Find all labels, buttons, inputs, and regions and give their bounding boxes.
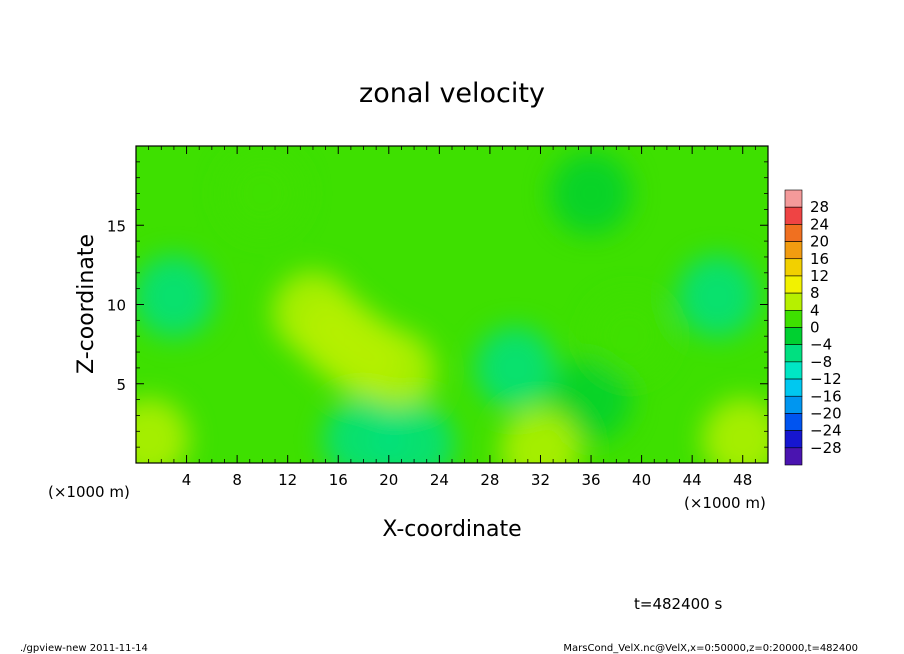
y-axis: 5 10 15: [107, 161, 768, 448]
field-feature: [550, 152, 632, 235]
colorbar-segment: [784, 395, 803, 414]
x-unit-label-left: (×1000 m): [48, 483, 130, 501]
colorbar-segment: [784, 189, 803, 208]
y-axis-title: Z-coordinate: [74, 234, 99, 374]
colorbar-label: 20: [810, 233, 829, 251]
colorbar-segment: [784, 241, 803, 260]
footer-right: MarsCond_VelX.nc@VelX,x=0:50000,z=0:2000…: [563, 643, 858, 654]
x-tick-label: 32: [531, 471, 550, 489]
x-tick-label: 36: [581, 471, 600, 489]
field-feature: [354, 329, 436, 413]
x-unit-label-right: (×1000 m): [684, 494, 766, 512]
velocity-field: [136, 152, 768, 463]
x-tick-label: 28: [480, 471, 499, 489]
colorbar-segment: [784, 430, 803, 449]
colorbar-label: 28: [810, 198, 829, 216]
field-feature: [702, 398, 768, 463]
colorbar-segment: [784, 361, 803, 380]
x-axis: 4 8 12 16 20 24 28 32 36 40 44 48: [148, 146, 769, 489]
field-feature: [136, 398, 190, 463]
x-tick-label: 8: [232, 471, 242, 489]
time-label: t=482400 s: [634, 595, 722, 613]
x-tick-label: 40: [632, 471, 651, 489]
colorbar-label: 8: [810, 284, 820, 302]
plot-area: [135, 145, 769, 464]
colorbar-segment: [784, 206, 803, 225]
colorbar-segment: [784, 224, 803, 242]
colorbar-label: 12: [810, 267, 829, 285]
colorbar-label: −16: [810, 387, 842, 405]
x-tick-label: 24: [430, 471, 449, 489]
x-tick-label: 12: [278, 471, 297, 489]
field-feature: [500, 409, 581, 463]
colorbar-segment: [784, 292, 803, 311]
field-feature: [221, 152, 303, 235]
x-tick-label: 44: [683, 471, 702, 489]
chart-title: zonal velocity: [359, 78, 545, 109]
field-feature: [676, 255, 758, 338]
x-tick-label: 48: [733, 471, 752, 489]
colorbar-label: 16: [810, 250, 829, 268]
colorbar-label: −20: [810, 404, 842, 422]
footer-left: ./gpview-new 2011-11-14: [20, 643, 148, 654]
x-tick-label: 4: [182, 471, 192, 489]
y-tick-label: 15: [107, 217, 126, 235]
y-tick-label: 5: [116, 376, 126, 394]
field-feature: [136, 255, 215, 338]
colorbar-segment: [784, 310, 803, 328]
colorbar-label: −8: [810, 353, 832, 371]
colorbar-label: 0: [810, 319, 820, 337]
colorbar-label: −4: [810, 336, 832, 354]
colorbar-label: −24: [810, 422, 842, 440]
x-tick-label: 20: [379, 471, 398, 489]
x-tick-label: 16: [329, 471, 348, 489]
colorbar-label: −12: [810, 370, 842, 388]
colorbar-label: 24: [810, 215, 829, 233]
colorbar-segment: [784, 413, 803, 431]
x-axis-title: X-coordinate: [382, 517, 521, 542]
colorbar-label: −28: [810, 439, 842, 457]
colorbar-segment: [784, 258, 803, 277]
field-feature: [588, 294, 670, 378]
field-feature: [550, 358, 632, 441]
colorbar-label: 4: [810, 301, 820, 319]
colorbar-segment: [784, 327, 803, 345]
y-tick-label: 10: [107, 297, 126, 315]
colorbar-segment: [784, 344, 803, 363]
field-feature: [373, 402, 455, 463]
field-feature: [474, 326, 556, 410]
colorbar-segment: [784, 275, 803, 294]
colorbar-segment: [784, 378, 803, 397]
colorbar-segment: [784, 447, 803, 466]
